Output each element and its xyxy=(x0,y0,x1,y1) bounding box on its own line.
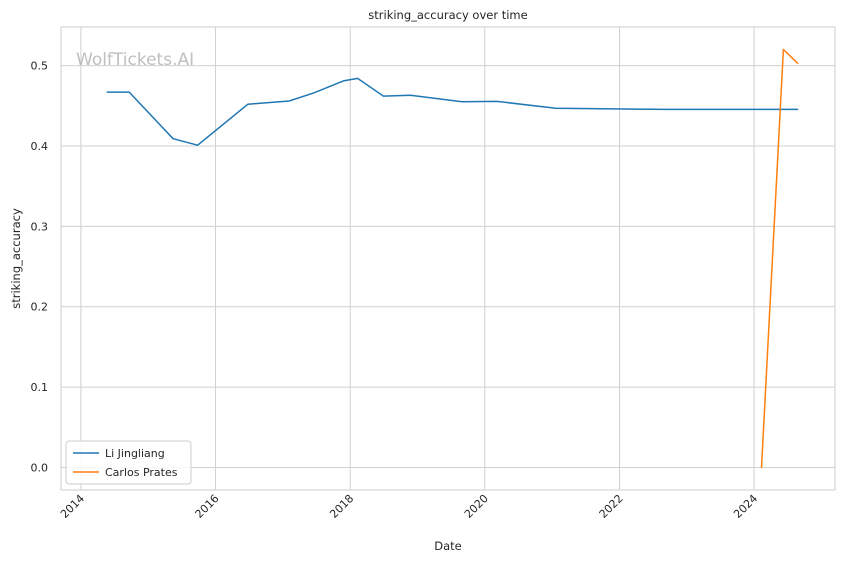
y-axis-label: striking_accuracy xyxy=(9,208,23,309)
legend-entry: Carlos Prates xyxy=(105,466,178,479)
y-tick-label: 0.3 xyxy=(31,220,49,233)
series-lines xyxy=(106,48,799,469)
legend-entry: Li Jingliang xyxy=(105,447,165,460)
legend-box xyxy=(65,440,192,485)
legend: Li Jingliang Carlos Prates xyxy=(65,440,192,485)
y-tick-label: 0.5 xyxy=(31,60,49,73)
series-line-2 xyxy=(760,48,799,469)
series-line-1 xyxy=(106,77,799,146)
grid-lines xyxy=(61,27,835,490)
y-tick-label: 0.4 xyxy=(31,140,49,153)
chart-title: striking_accuracy over time xyxy=(368,8,527,22)
y-tick-label: 0.2 xyxy=(31,301,49,314)
y-axis-ticks: 0.0 0.1 0.2 0.3 0.4 0.5 xyxy=(31,60,49,475)
plot-frame xyxy=(60,26,836,491)
y-tick-label: 0.0 xyxy=(31,461,49,474)
y-tick-label: 0.1 xyxy=(31,381,49,394)
watermark: WolfTickets.AI xyxy=(76,50,194,70)
x-axis-label: Date xyxy=(434,539,462,553)
